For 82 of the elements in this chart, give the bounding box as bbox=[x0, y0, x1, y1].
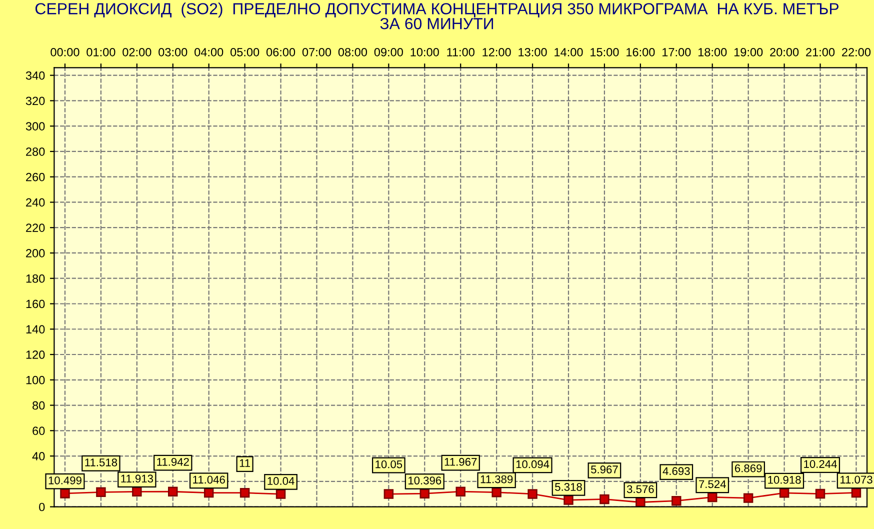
y-tick-label: 120 bbox=[26, 350, 45, 359]
y-tick-label: 140 bbox=[26, 325, 45, 334]
x-tick-label: 16:00 bbox=[626, 48, 655, 56]
point bbox=[672, 496, 682, 506]
data-label: 11.046 bbox=[193, 476, 225, 484]
x-tick-label: 00:00 bbox=[50, 48, 80, 56]
y-tick-label: 200 bbox=[26, 249, 45, 258]
y-tick-label: 280 bbox=[26, 148, 45, 156]
point bbox=[420, 488, 430, 498]
x-tick-label: 21:00 bbox=[806, 48, 835, 56]
data-label: 10.05 bbox=[376, 460, 402, 468]
x-tick-label: 15:00 bbox=[590, 48, 619, 56]
data-label: 11.389 bbox=[480, 475, 513, 484]
y-tick-label: 60 bbox=[32, 426, 45, 436]
y-tick-label: 180 bbox=[26, 274, 45, 283]
y-tick-label: 160 bbox=[26, 300, 45, 308]
x-tick-label: 19:00 bbox=[734, 48, 763, 56]
point bbox=[168, 486, 178, 496]
point bbox=[384, 489, 394, 499]
data-label: 11 bbox=[240, 459, 250, 467]
x-tick-label: 22:00 bbox=[842, 48, 871, 56]
y-tick-label: 80 bbox=[32, 401, 45, 410]
x-tick-label: 02:00 bbox=[122, 48, 152, 56]
x-tick-label: 06:00 bbox=[266, 48, 296, 56]
y-tick-label: 260 bbox=[26, 172, 45, 182]
data-label: 10.499 bbox=[48, 476, 82, 484]
point bbox=[132, 486, 142, 497]
y-tick-label: 220 bbox=[26, 224, 45, 232]
point bbox=[204, 488, 214, 498]
point bbox=[492, 487, 502, 498]
x-tick-label: 07:00 bbox=[302, 48, 332, 56]
chart-title: СЕРЕН ДИОКСИД (SO2) ПРЕДЕЛНО ДОПУСТИМА КОНЦЕНТРАЦИЯ 350 МИКРОГРАМА НА КУБ. МЕТЪР ЗА 60 МИНУТИ bbox=[35, 2, 839, 30]
point bbox=[600, 494, 610, 504]
y-tick-label: 340 bbox=[26, 71, 45, 80]
point bbox=[743, 493, 754, 503]
y-tick-label: 320 bbox=[26, 96, 45, 106]
data-label: 11.913 bbox=[121, 474, 154, 483]
point bbox=[96, 487, 106, 498]
x-tick-label: 17:00 bbox=[662, 48, 691, 56]
x-tick-label: 01:00 bbox=[86, 48, 116, 56]
data-label: 10.396 bbox=[408, 476, 442, 484]
data-label: 11.967 bbox=[444, 458, 477, 466]
point bbox=[60, 488, 70, 498]
x-tick-label: 18:00 bbox=[698, 48, 727, 56]
x-tick-label: 04:00 bbox=[194, 48, 224, 56]
y-tick-label: 240 bbox=[26, 198, 45, 207]
x-tick-label: 20:00 bbox=[770, 48, 799, 56]
data-label: 5.967 bbox=[591, 466, 618, 474]
data-label: 5.318 bbox=[555, 483, 582, 491]
x-tick-label: 13:00 bbox=[518, 48, 547, 56]
data-label: 11.518 bbox=[85, 458, 118, 466]
point bbox=[779, 488, 790, 498]
x-tick-label: 05:00 bbox=[230, 48, 260, 56]
x-tick-label: 03:00 bbox=[158, 48, 188, 56]
data-label: 4.693 bbox=[662, 467, 690, 476]
y-tick-label: 40 bbox=[32, 452, 45, 460]
data-label: 11.942 bbox=[157, 458, 189, 466]
point bbox=[240, 488, 250, 498]
point bbox=[851, 488, 862, 498]
point bbox=[276, 489, 286, 499]
y-tick-label: 100 bbox=[26, 376, 45, 384]
point bbox=[456, 486, 466, 496]
point bbox=[815, 488, 826, 499]
x-tick-label: 08:00 bbox=[338, 48, 368, 56]
data-label: 10.918 bbox=[768, 476, 801, 484]
data-label: 7.524 bbox=[699, 480, 726, 488]
data-label: 11.073 bbox=[840, 476, 872, 484]
point bbox=[528, 489, 538, 499]
x-tick-label: 10:00 bbox=[410, 48, 439, 56]
data-label: 10.244 bbox=[804, 460, 837, 468]
data-label: 6.869 bbox=[734, 464, 762, 472]
data-label: 10.04 bbox=[268, 477, 294, 485]
x-tick-label: 14:00 bbox=[554, 48, 583, 56]
x-tick-label: 09:00 bbox=[374, 48, 403, 56]
x-tick-label: 11:00 bbox=[447, 48, 474, 56]
y-tick-label: 300 bbox=[26, 122, 45, 130]
data-label: 3.576 bbox=[626, 485, 654, 494]
data-label: 10.094 bbox=[516, 460, 550, 468]
y-tick-label: 0 bbox=[39, 502, 45, 512]
point bbox=[707, 492, 718, 502]
point bbox=[564, 495, 574, 505]
x-tick-label: 12:00 bbox=[482, 48, 511, 56]
